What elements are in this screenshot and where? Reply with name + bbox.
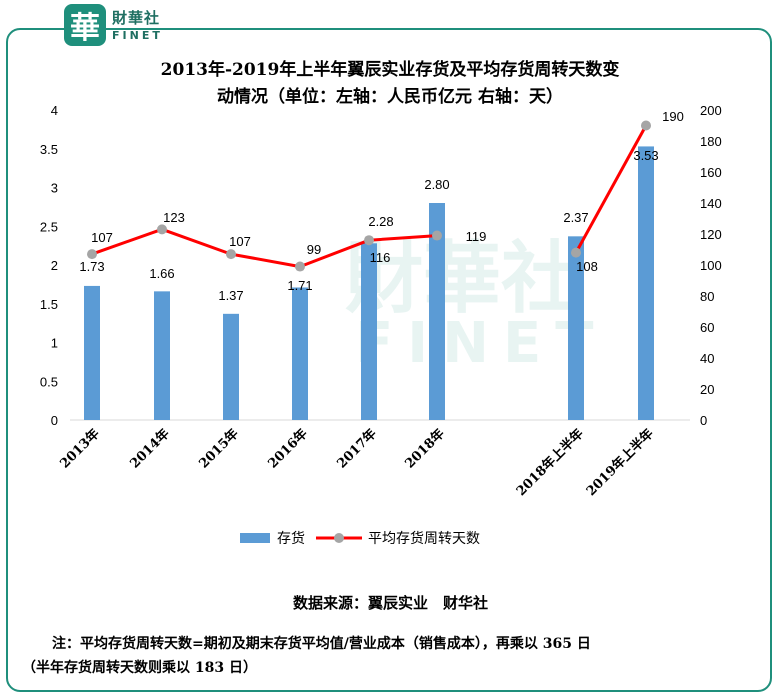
bar-2	[154, 291, 170, 420]
line-point-8	[641, 120, 651, 131]
y-right-tick-label: 40	[700, 351, 714, 366]
legend-line-label: 平均存货周转天数	[368, 530, 480, 547]
bar-7	[568, 236, 584, 420]
y-right-tick-label: 20	[700, 382, 714, 397]
footnote-line-1: 注：平均存货周转天数=期初及期末存货平均值/营业成本（销售成本），再乘以 365…	[52, 636, 591, 652]
watermark-en: FINET	[355, 311, 607, 376]
line-segment-2	[574, 124, 648, 254]
brand-text: 財華社 FINET	[112, 7, 163, 42]
line-label-7: 108	[576, 259, 598, 274]
line-point-3	[226, 249, 236, 260]
y-right-tick-label: 60	[700, 320, 714, 335]
bar-label-1: 1.73	[79, 259, 104, 274]
x-tick-label-6: 2018年	[402, 426, 448, 472]
bar-1	[84, 285, 100, 420]
y-left-tick-label: 2.5	[40, 219, 58, 234]
legend-bar-swatch	[240, 533, 270, 543]
x-tick-label-5: 2017年	[334, 426, 380, 472]
line-point-7	[571, 247, 581, 258]
chart-frame	[6, 28, 772, 692]
line-label-8: 190	[662, 109, 684, 124]
line-point-1	[87, 249, 97, 260]
brand-name-en: FINET	[112, 29, 163, 42]
chart-title: 2013年-2019年上半年翼辰实业存货及平均存货周转天数变 动情况（单位：左轴…	[90, 57, 690, 111]
line-segment-1	[91, 227, 438, 269]
brand-name-cn: 財華社	[112, 9, 161, 27]
y-right-tick-label: 140	[700, 196, 722, 211]
y-right-tick-label: 0	[700, 413, 707, 428]
footnote: 注：平均存货周转天数=期初及期末存货平均值/营业成本（销售成本），再乘以 365…	[22, 632, 762, 680]
bar-label-5: 2.28	[368, 214, 393, 229]
y-left-tick-label: 2	[51, 258, 58, 273]
y-left-tick-label: 0	[51, 413, 58, 428]
y-right-tick-label: 200	[700, 103, 722, 118]
bar-5	[361, 243, 377, 420]
bar-label-2: 1.66	[149, 266, 174, 281]
x-tick-label-2: 2014年	[127, 426, 173, 472]
line-point-6	[432, 230, 442, 241]
x-tick-label-7: 2018年上半年	[513, 426, 587, 500]
line-point-5	[364, 235, 374, 246]
bar-3	[223, 313, 239, 420]
y-left-tick-label: 4	[51, 103, 58, 118]
bar-label-8: 3.53	[633, 148, 658, 163]
logo-char: 華	[70, 11, 100, 46]
line-label-4: 99	[307, 242, 321, 257]
bar-label-7: 2.37	[563, 210, 588, 225]
x-tick-label-4: 2016年	[265, 426, 311, 472]
y-right-tick-label: 80	[700, 289, 714, 304]
y-right-tick-label: 120	[700, 227, 722, 242]
line-label-5: 116	[370, 250, 391, 265]
chart-title-line-2: 动情况（单位：左轴：人民币亿元 右轴：天）	[217, 87, 563, 107]
y-left-tick-label: 3	[51, 181, 58, 196]
y-left-tick-label: 1	[51, 336, 58, 351]
x-tick-label-1: 2013年	[57, 426, 103, 472]
legend-bar-label: 存货	[277, 530, 305, 547]
bar-label-6: 2.80	[424, 177, 449, 192]
y-right-tick-label: 100	[700, 258, 722, 273]
y-left-tick-label: 1.5	[40, 297, 58, 312]
y-left-tick-label: 3.5	[40, 142, 58, 157]
bar-6	[429, 203, 445, 420]
line-point-2	[157, 224, 167, 235]
x-tick-label-3: 2015年	[196, 426, 242, 472]
data-source: 数据来源：翼辰实业 财华社	[292, 594, 488, 612]
line-label-6: 119	[466, 229, 487, 244]
footnote-line-2: （半年存货周转天数则乘以 183 日）	[22, 660, 257, 676]
line-label-2: 123	[163, 210, 185, 225]
bar-4	[292, 287, 308, 420]
bar-label-3: 1.37	[218, 288, 243, 303]
legend-line-marker	[334, 533, 344, 543]
finet-logo: 華	[64, 4, 106, 46]
bar-label-4: 1.71	[287, 278, 312, 293]
chart-title-line-1: 2013年-2019年上半年翼辰实业存货及平均存货周转天数变	[160, 60, 620, 80]
watermark-cn: 財華社	[345, 234, 579, 324]
y-right-tick-label: 180	[700, 134, 722, 149]
bar-8	[638, 146, 654, 421]
line-point-4	[295, 261, 305, 272]
line-label-1: 107	[91, 230, 113, 245]
y-right-tick-label: 160	[700, 165, 722, 180]
line-label-3: 107	[229, 234, 251, 249]
x-tick-label-8: 2019年上半年	[583, 426, 657, 500]
y-left-tick-label: 0.5	[40, 374, 58, 389]
